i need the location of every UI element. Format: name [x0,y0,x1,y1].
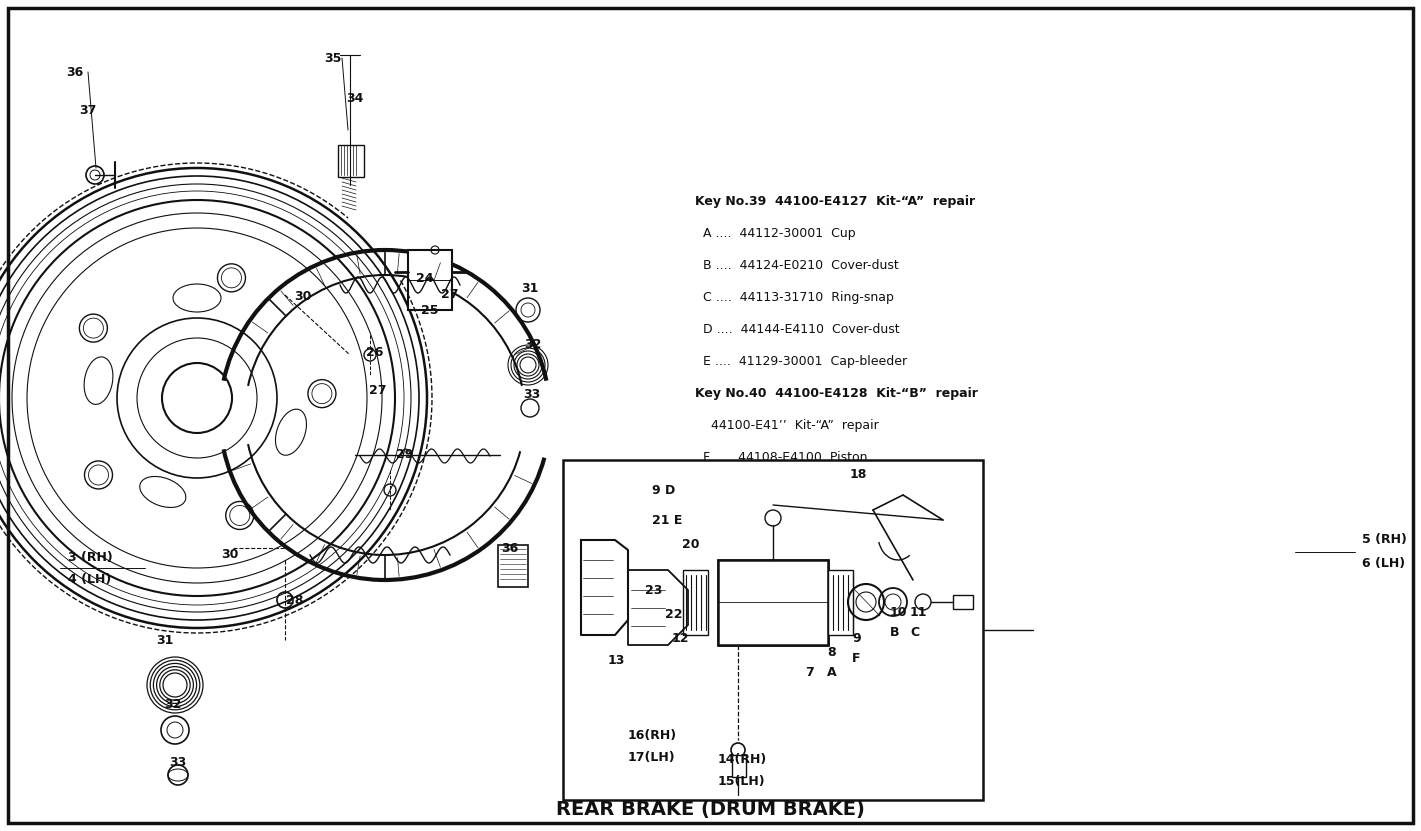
Text: F ....  44108-E4100  Piston: F .... 44108-E4100 Piston [695,451,867,464]
Text: 15(LH): 15(LH) [718,775,766,789]
Text: 7: 7 [806,666,814,680]
Text: 23: 23 [645,583,662,597]
Text: 33: 33 [523,389,540,401]
Bar [408,250,452,310]
Text: 22: 22 [665,608,682,622]
Bar [563,460,983,800]
Text: 9 D: 9 D [652,484,675,496]
Text: 26: 26 [367,346,384,358]
Text: 20: 20 [682,538,699,552]
Bar [953,595,973,609]
Text: 21 E: 21 E [652,514,682,527]
Text: 17(LH): 17(LH) [628,750,675,764]
Text: Key No.39  44100-E4127  Kit-“A”  repair: Key No.39 44100-E4127 Kit-“A” repair [695,195,975,208]
Bar [718,560,828,645]
Text: 16(RH): 16(RH) [628,729,678,741]
Text: 25: 25 [421,303,439,317]
Bar [718,560,828,645]
Text: 32: 32 [524,338,541,352]
Text: 27: 27 [369,383,387,396]
Text: C: C [909,626,919,638]
Bar [732,755,746,777]
Text: 14(RH): 14(RH) [718,754,767,766]
Text: B ....  44124-E0210  Cover-dust: B .... 44124-E0210 Cover-dust [695,259,898,272]
Text: 4 (LH): 4 (LH) [68,573,111,587]
Text: 28: 28 [286,593,304,607]
Text: 12: 12 [672,632,689,645]
Text: 13: 13 [608,653,625,666]
Text: 31: 31 [522,282,539,294]
Text: 8: 8 [827,647,836,660]
Text: 30: 30 [222,548,239,562]
Text: 32: 32 [165,699,182,711]
Bar [338,145,364,177]
Text: 35: 35 [324,52,341,65]
Bar [828,570,853,635]
Text: 37: 37 [80,104,97,116]
Text: 27: 27 [442,288,459,302]
Text: 3 (RH): 3 (RH) [68,550,112,563]
Text: 29: 29 [396,449,414,461]
Text: 5 (RH): 5 (RH) [1361,534,1407,547]
Text: REAR BRAKE (DRUM BRAKE): REAR BRAKE (DRUM BRAKE) [556,799,864,819]
Text: Key No.40  44100-E4128  Kit-“B”  repair: Key No.40 44100-E4128 Kit-“B” repair [695,387,978,400]
Text: E ....  41129-30001  Cap-bleeder: E .... 41129-30001 Cap-bleeder [695,355,907,368]
Text: 34: 34 [347,91,364,105]
Bar [684,570,708,635]
Text: 33: 33 [169,755,186,769]
Text: 44100-E41’’  Kit-“A”  repair: 44100-E41’’ Kit-“A” repair [695,419,878,432]
Text: A ....  44112-30001  Cup: A .... 44112-30001 Cup [695,227,855,240]
Text: 30: 30 [294,289,311,302]
Text: 6 (LH): 6 (LH) [1361,557,1405,569]
Text: 36: 36 [502,542,519,554]
Text: 36: 36 [67,66,84,78]
Text: 9: 9 [853,632,861,645]
Text: 24: 24 [416,272,433,284]
Text: 18: 18 [850,469,867,481]
Text: F: F [853,652,861,665]
Text: B: B [890,626,899,638]
Bar [497,545,529,587]
Text: 11: 11 [909,606,928,618]
Text: C ....  44113-31710  Ring-snap: C .... 44113-31710 Ring-snap [695,291,894,304]
Text: 31: 31 [156,633,173,647]
Text: A: A [827,666,837,680]
Text: D ....  44144-E4110  Cover-dust: D .... 44144-E4110 Cover-dust [695,323,899,336]
Text: 10: 10 [890,606,908,618]
